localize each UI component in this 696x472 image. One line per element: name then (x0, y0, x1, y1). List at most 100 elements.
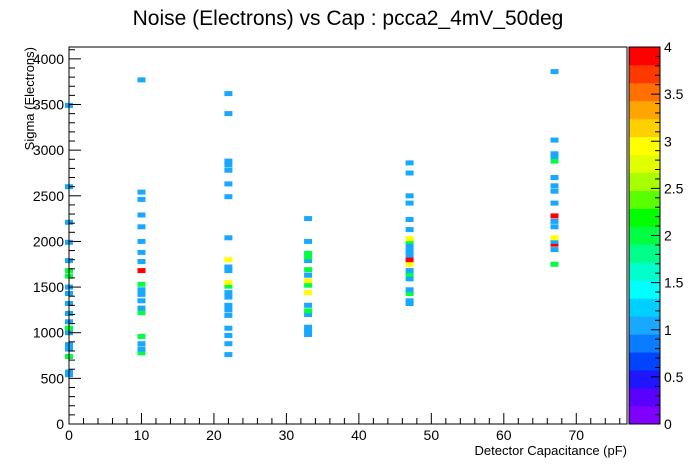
bin-77 (406, 298, 414, 303)
colorbar-segment-5 (629, 316, 660, 334)
bin-21 (138, 341, 146, 346)
bin-107 (551, 175, 559, 180)
bin-28 (138, 282, 146, 287)
bin-105 (551, 189, 559, 194)
bin-94 (406, 171, 414, 176)
bin-30 (138, 259, 146, 264)
y-tick-label-0: 0 (56, 416, 64, 432)
bin-33 (138, 224, 146, 229)
bin-69 (304, 273, 312, 278)
bin-52 (224, 235, 232, 240)
bin-43 (224, 307, 232, 312)
bin-90 (406, 227, 414, 232)
bin-40 (224, 333, 232, 338)
bin-73 (304, 251, 312, 256)
x-tick-label-7: 70 (568, 427, 584, 443)
bin-25 (138, 298, 146, 303)
chart-title: Noise (Electrons) vs Cap : pcca2_4mV_50d… (133, 7, 564, 30)
bin-87 (406, 244, 414, 249)
bin-83 (406, 262, 414, 267)
y-tick-label-4: 2000 (33, 233, 64, 249)
colorbar-segment-15 (629, 137, 660, 155)
bin-46 (224, 290, 232, 295)
bin-62 (304, 325, 312, 330)
bin-102 (551, 219, 559, 224)
bin-84 (406, 257, 414, 262)
bin-29 (138, 268, 146, 273)
bin-48 (224, 280, 232, 285)
bin-34 (138, 213, 146, 218)
bin-106 (551, 183, 559, 188)
bin-95 (406, 160, 414, 165)
colorbar-segment-11 (629, 209, 660, 227)
y-tick-labels: 0 500 1000 1500 2000 2500 3000 3500 4000 (33, 51, 64, 432)
x-tick-label-2: 20 (206, 427, 222, 443)
bin-20 (138, 347, 146, 352)
y-tick-label-1: 500 (41, 370, 65, 386)
bin-60 (304, 332, 312, 337)
bin-70 (304, 267, 312, 272)
bin-89 (406, 236, 414, 241)
colorbar-segment-14 (629, 155, 660, 173)
bin-75 (304, 216, 312, 221)
bin-31 (138, 250, 146, 255)
colorbar-label-4: 2 (664, 228, 672, 244)
bin-111 (551, 138, 559, 143)
bin-64 (304, 308, 312, 313)
bin-54 (224, 181, 232, 186)
y-tick-label-3: 1500 (33, 279, 64, 295)
bin-97 (551, 247, 559, 252)
y-tick-label-6: 3000 (33, 142, 64, 158)
colorbar-segment-12 (629, 191, 660, 209)
colorbar-segment-19 (629, 65, 660, 83)
bin-27 (138, 287, 146, 292)
bin-35 (138, 197, 146, 202)
bin-101 (551, 224, 559, 229)
bin-58 (224, 111, 232, 116)
colorbar-label-7: 3.5 (664, 86, 684, 102)
colorbar-label-2: 1 (664, 322, 672, 338)
axis-ticks (69, 50, 620, 424)
x-tick-label-3: 30 (279, 427, 295, 443)
bin-82 (406, 268, 414, 273)
y-tick-label-7: 3500 (33, 97, 64, 113)
bin-36 (138, 190, 146, 195)
bin-32 (138, 239, 146, 244)
bin-110 (551, 151, 559, 156)
colorbar-segment-18 (629, 83, 660, 101)
y-tick-label-2: 1000 (33, 325, 64, 341)
x-axis-label: Detector Capacitance (pF) (475, 443, 627, 458)
bin-22 (138, 334, 146, 339)
y-tick-label-5: 2500 (33, 188, 64, 204)
bin-92 (406, 201, 414, 206)
colorbar-label-6: 3 (664, 133, 672, 149)
bin-86 (406, 248, 414, 253)
bin-80 (406, 276, 414, 281)
colorbar-segment-1 (629, 388, 660, 406)
bin-23 (138, 310, 146, 315)
x-tick-label-5: 50 (424, 427, 440, 443)
colorbar-label-5: 2.5 (664, 180, 684, 196)
y-axis-label: Sigma (Electrons) (22, 47, 37, 150)
bins-layer (65, 69, 559, 377)
bin-41 (224, 326, 232, 331)
colorbar-segment-2 (629, 370, 660, 388)
bin-85 (406, 253, 414, 258)
x-tick-label-4: 40 (351, 427, 367, 443)
bin-112 (551, 69, 559, 74)
bin-104 (551, 201, 559, 206)
x-tick-label-0: 0 (65, 427, 73, 443)
colorbar-segment-9 (629, 244, 660, 262)
colorbar-segment-4 (629, 334, 660, 352)
bin-108 (551, 159, 559, 164)
bin-74 (304, 239, 312, 244)
bin-103 (551, 213, 559, 218)
plot-frame (69, 47, 627, 424)
bin-39 (224, 341, 232, 346)
bin-66 (304, 290, 312, 295)
colorbar-segment-8 (629, 262, 660, 280)
bin-65 (304, 303, 312, 308)
colorbar-segment-7 (629, 280, 660, 298)
bin-24 (138, 306, 146, 311)
bin-42 (224, 313, 232, 318)
